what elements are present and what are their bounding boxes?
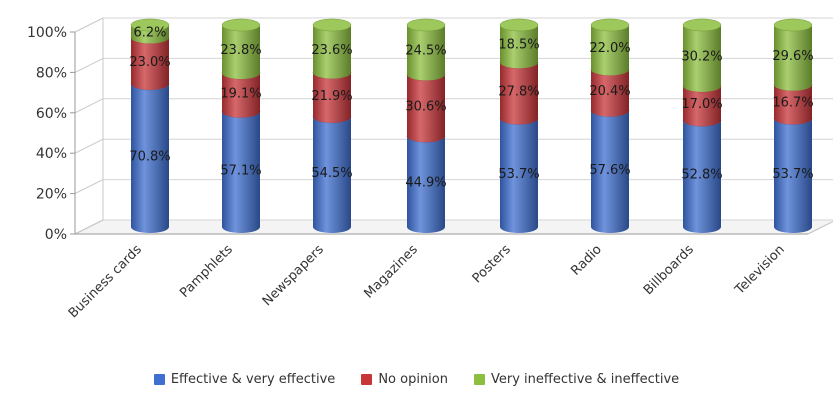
legend-swatch-no-opinion <box>361 374 373 385</box>
bar-segment <box>131 83 169 233</box>
data-label: 22.0% <box>589 41 630 56</box>
labels-layer: 70.8% 23.0% 6.2% 57.1% 19.1% 23.8% 54.5% 21.9% 2… <box>129 25 813 190</box>
bar-segment <box>500 62 538 125</box>
data-label: 30.6% <box>405 99 446 114</box>
bar-segment <box>222 73 260 118</box>
bar-segment-top <box>590 18 630 32</box>
data-label: 29.6% <box>772 49 813 64</box>
bar-segment <box>131 37 169 90</box>
legend-label-no-opinion: No opinion <box>378 372 448 387</box>
legend-swatch-ineffective <box>473 374 485 385</box>
bar-segment <box>313 25 351 79</box>
bar-segment <box>131 25 169 44</box>
data-label: 53.7% <box>498 167 539 182</box>
bar-segment <box>500 118 538 233</box>
bar-segment <box>683 120 721 233</box>
legend-item-ineffective: Very ineffective & ineffective <box>473 372 680 387</box>
bar-segment <box>591 110 629 233</box>
bar-segment <box>683 86 721 127</box>
bar-segment <box>774 25 812 91</box>
data-label: 30.2% <box>681 50 722 65</box>
bar-segment-top <box>312 18 352 32</box>
bar-segment-top <box>130 18 170 32</box>
x-tick-label: Newspapers <box>260 242 327 309</box>
x-tick-label: Radio <box>568 242 604 278</box>
y-tick-label: 20% <box>36 187 67 203</box>
bar-segment <box>683 25 721 93</box>
x-tick-label: Magazines <box>362 242 421 301</box>
grid-diagonal <box>74 17 104 33</box>
data-label: 44.9% <box>405 176 446 191</box>
data-label: 16.7% <box>772 96 813 111</box>
bar-segment <box>591 25 629 76</box>
grid-diagonal <box>74 98 104 114</box>
bar-segment-top <box>406 18 446 32</box>
bar-segment <box>500 25 538 69</box>
bar-segment <box>222 25 260 80</box>
legend-item-no-opinion: No opinion <box>361 372 448 387</box>
data-label: 20.4% <box>589 84 630 99</box>
data-label: 27.8% <box>498 84 539 99</box>
data-label: 19.1% <box>220 86 261 101</box>
bar-segment <box>407 136 445 233</box>
bar-segment <box>313 72 351 123</box>
bar-segment <box>407 25 445 81</box>
bar-segment <box>774 84 812 125</box>
data-label: 18.5% <box>498 38 539 53</box>
bar-segment-top <box>221 18 261 32</box>
data-label: 17.0% <box>681 97 722 112</box>
legend: Effective & very effective No opinion Ve… <box>0 372 833 387</box>
data-label: 57.1% <box>220 163 261 178</box>
data-label: 23.6% <box>311 43 352 58</box>
bar-segment-top <box>773 18 813 32</box>
bar-segment <box>591 69 629 117</box>
grid-diagonal <box>74 57 104 73</box>
grid-diagonal <box>74 138 104 154</box>
legend-swatch-effective <box>153 374 165 385</box>
x-tick-label: Television <box>732 242 788 298</box>
bars-layer <box>130 18 813 233</box>
data-label: 70.8% <box>129 149 170 164</box>
legend-item-effective: Effective & very effective <box>153 372 336 387</box>
y-tick-label: 0% <box>45 227 67 243</box>
bar-segment <box>313 116 351 233</box>
data-label: 54.5% <box>311 166 352 181</box>
x-tick-label: Posters <box>470 242 514 286</box>
data-label: 53.7% <box>772 167 813 182</box>
x-tick-label: Business cards <box>66 242 145 321</box>
data-label: 57.6% <box>589 163 630 178</box>
x-tick-label: Pamphlets <box>177 242 236 301</box>
grid-diagonal <box>74 179 104 195</box>
grid-diagonal <box>74 219 104 235</box>
bar-segment <box>222 111 260 233</box>
y-tick-label: 40% <box>36 146 67 162</box>
legend-label-effective: Effective & very effective <box>170 372 336 387</box>
data-label: 6.2% <box>133 25 166 40</box>
bar-segment-top <box>499 18 539 32</box>
y-tick-label: 80% <box>36 65 67 81</box>
data-label: 21.9% <box>311 89 352 104</box>
bar-segment <box>407 74 445 143</box>
data-label: 52.8% <box>681 168 722 183</box>
bar-segment <box>774 118 812 233</box>
y-tick-label: 60% <box>36 106 67 122</box>
y-tick-label: 100% <box>27 25 67 41</box>
data-label: 24.5% <box>405 44 446 59</box>
data-label: 23.8% <box>220 43 261 58</box>
bar-segment-top <box>682 18 722 32</box>
legend-label-ineffective: Very ineffective & ineffective <box>490 372 680 387</box>
x-tick-label: Billboards <box>641 242 697 298</box>
data-label: 23.0% <box>129 55 170 70</box>
